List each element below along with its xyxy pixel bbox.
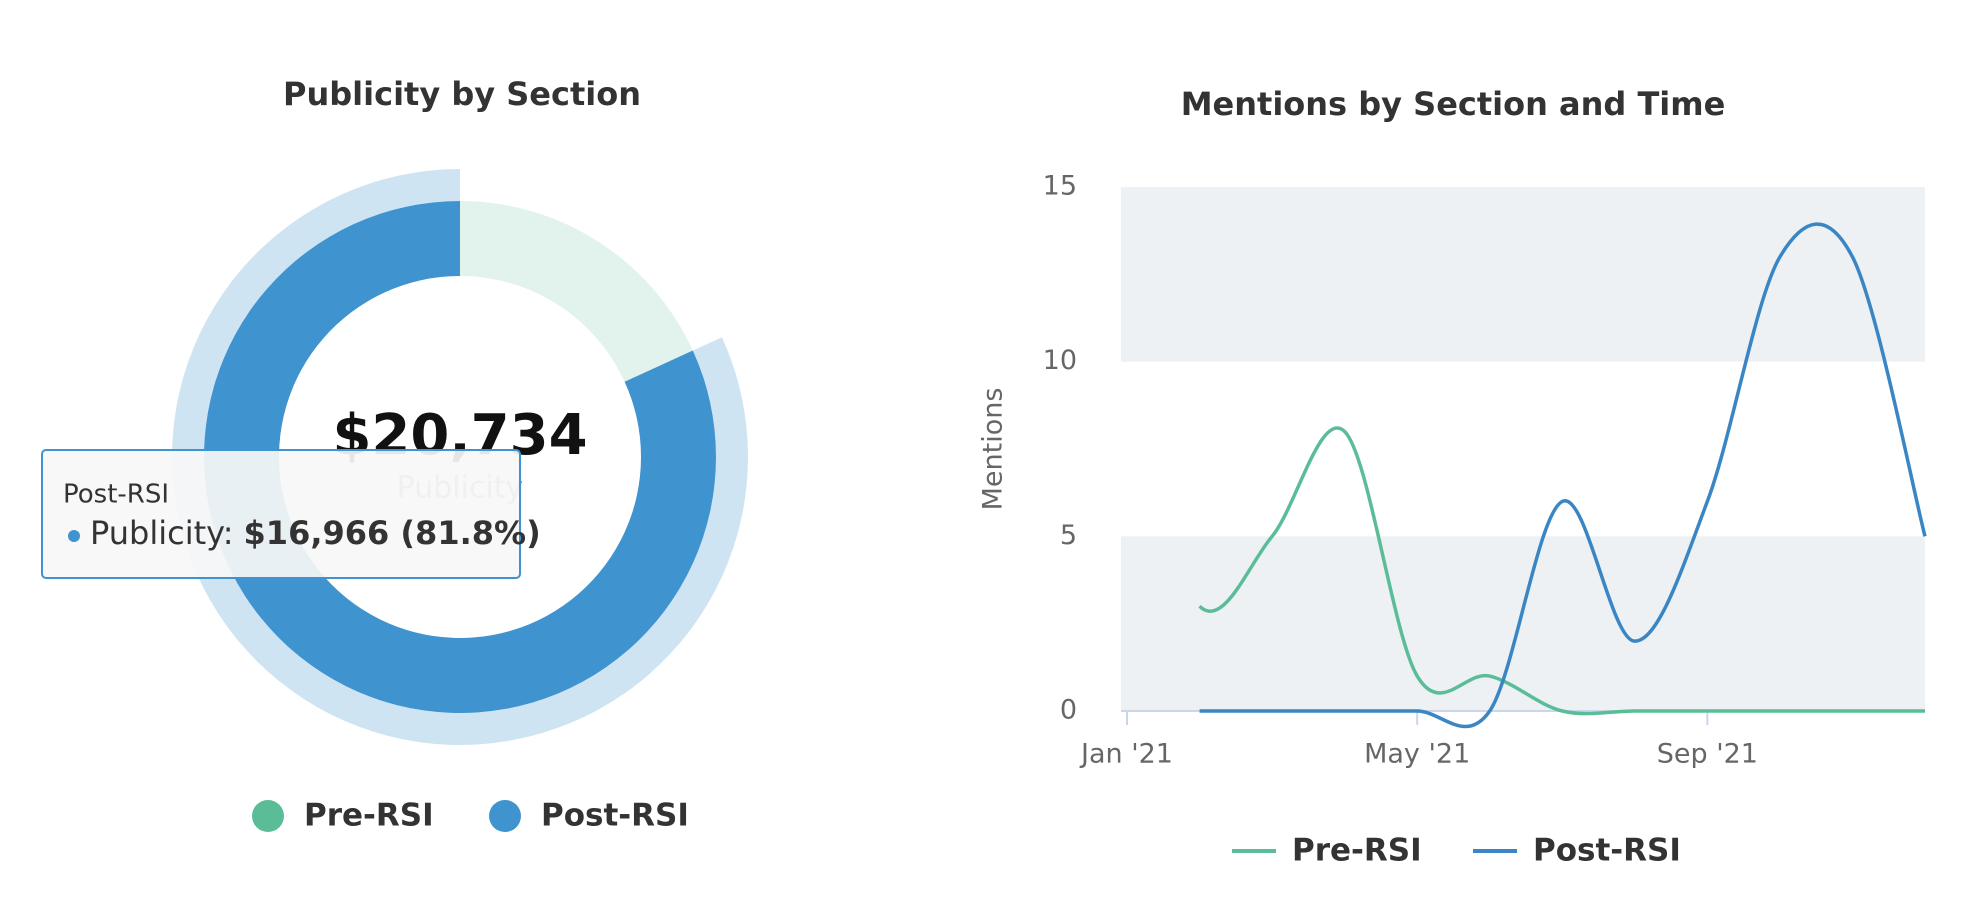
legend-label: Pre-RSI: [1292, 833, 1422, 869]
chart-title: Mentions by Section and Time: [1181, 85, 1726, 123]
y-tick-label: 15: [1043, 171, 1077, 202]
plot-band: [1121, 536, 1925, 711]
tooltip-label: Publicity:: [90, 514, 234, 552]
tooltip-value: $16,966 (81.8%): [244, 514, 541, 552]
legend-label: Post-RSI: [541, 798, 689, 834]
x-tick-label: May '21: [1364, 739, 1470, 770]
y-tick-label: 0: [1060, 695, 1077, 726]
slice: [460, 201, 693, 382]
tooltip-box: [41, 449, 521, 579]
legend-label: Post-RSI: [1533, 833, 1681, 869]
legend-label: Pre-RSI: [304, 798, 434, 834]
tooltip-marker: [68, 530, 80, 542]
line-series: [1198, 426, 1925, 716]
legend-marker: [252, 800, 284, 832]
slice: [203, 201, 717, 713]
legend-marker: [489, 800, 521, 832]
y-tick-label: 5: [1060, 520, 1077, 551]
line-series: [1199, 222, 1927, 729]
y-tick-label: 10: [1043, 345, 1077, 376]
y-axis-label: Mentions: [978, 388, 1009, 511]
tooltip-header: Post-RSI: [63, 480, 169, 510]
chart-title: Publicity by Section: [283, 75, 641, 113]
tooltip-body: Publicity: $16,966 (81.8%): [90, 514, 541, 552]
x-tick-label: Jan '21: [1079, 739, 1173, 770]
x-tick-label: Sep '21: [1657, 739, 1758, 770]
plot-band: [1121, 187, 1925, 362]
